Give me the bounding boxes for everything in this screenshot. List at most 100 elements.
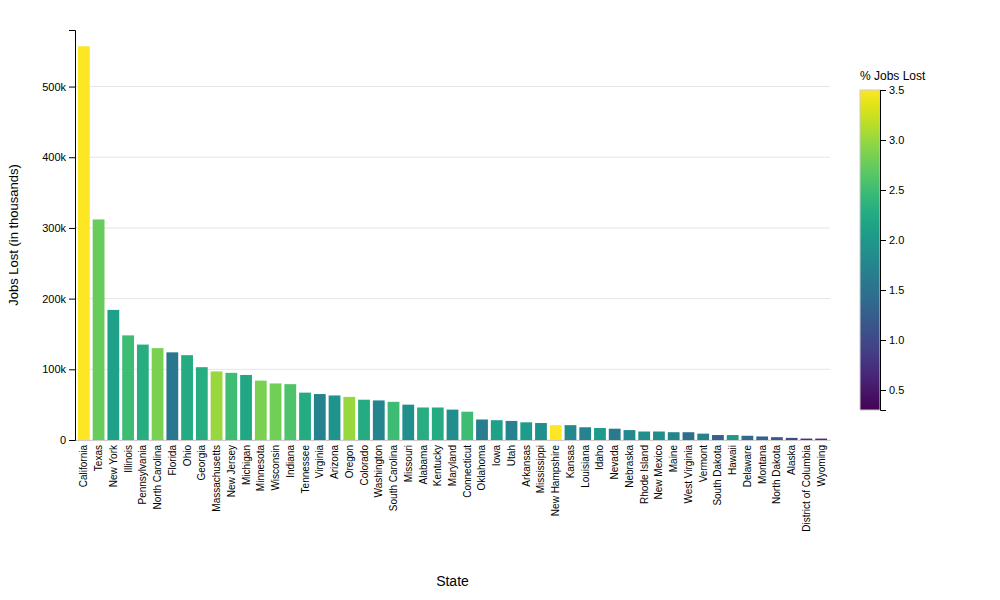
x-tick: Connecticut (462, 445, 473, 498)
bar (181, 355, 193, 440)
x-tick: Iowa (491, 445, 502, 467)
x-tick: Maryland (447, 445, 458, 486)
x-tick-label: Louisiana (580, 445, 591, 488)
x-tick-label: Florida (167, 445, 178, 476)
bar (255, 381, 267, 440)
y-tick-mark (69, 157, 75, 158)
x-axis: CaliforniaTexasNew YorkIllinoisPennsylva… (76, 441, 831, 532)
x-tick-label: Kansas (565, 445, 576, 478)
bar (712, 435, 724, 440)
x-tick-label: Montana (757, 445, 768, 484)
x-tick-label: South Dakota (712, 445, 723, 506)
bar (491, 420, 503, 440)
x-tick-label: Nevada (609, 445, 620, 480)
bar (358, 400, 370, 440)
x-tick-label: North Carolina (152, 445, 163, 510)
x-tick-label: Indiana (285, 445, 296, 478)
x-tick: Maine (668, 445, 679, 473)
x-tick-label: Utah (506, 445, 517, 466)
bar (771, 437, 783, 440)
colorbar-tick-label: 2.0 (889, 234, 904, 246)
x-tick-label: South Carolina (388, 445, 399, 512)
y-tick: 300k (42, 222, 75, 234)
bar (609, 429, 621, 440)
x-tick: West Virginia (683, 445, 694, 504)
colorbar-tick-label: 1.5 (889, 284, 904, 296)
x-tick: Delaware (742, 445, 753, 488)
x-tick-label: New Hampshire (550, 445, 561, 517)
x-tick: New Hampshire (550, 445, 561, 517)
bar (211, 371, 223, 440)
bar (329, 395, 341, 440)
y-tick-mark (69, 228, 75, 229)
y-tick-label: 0 (60, 434, 66, 446)
y-tick: 100k (42, 363, 75, 375)
bars (78, 46, 827, 440)
chart: CaliforniaTexasNew YorkIllinoisPennsylva… (0, 0, 1000, 600)
x-tick-label: New York (108, 444, 119, 487)
x-tick-label: Minnesota (255, 445, 266, 492)
colorbar-tick-mark (880, 140, 886, 141)
colorbar-tick: 3.0 (880, 134, 904, 146)
x-tick: Vermont (698, 445, 709, 482)
x-tick-label: Arkansas (521, 445, 532, 487)
x-tick: Indiana (285, 445, 296, 478)
colorbar-tick: 0.5 (880, 384, 904, 396)
y-tick: 500k (42, 81, 75, 93)
x-tick-label: Texas (93, 445, 104, 471)
x-tick: Virginia (314, 445, 325, 479)
x-tick: Montana (757, 445, 768, 484)
bar (240, 375, 252, 440)
bar (343, 397, 355, 440)
x-tick: Missouri (403, 445, 414, 482)
bar (107, 310, 119, 440)
bar (196, 367, 208, 440)
bar (373, 400, 385, 440)
x-tick-label: West Virginia (683, 445, 694, 504)
axis-line (76, 440, 831, 441)
bar (476, 420, 488, 441)
bar (93, 219, 105, 440)
x-tick: Ohio (182, 445, 193, 467)
bar (786, 438, 798, 440)
grid-line (75, 86, 830, 87)
colorbar-tick-mark (880, 190, 886, 191)
x-tick-label: Michigan (241, 445, 252, 485)
colorbar-tick: 2.0 (880, 234, 904, 246)
x-tick-label: Alaska (786, 445, 797, 475)
x-tick: Rhode Island (639, 445, 650, 504)
y-axis-title: Jobs Lost (in thousands) (6, 164, 21, 306)
x-tick: Minnesota (255, 445, 266, 492)
bar (565, 425, 577, 440)
x-tick: North Dakota (771, 445, 782, 504)
x-tick-label: Massachusetts (211, 445, 222, 512)
x-tick: Florida (167, 445, 178, 476)
x-tick: Nevada (609, 445, 620, 480)
x-tick: New York (108, 444, 119, 487)
axis-line (881, 91, 887, 411)
x-tick: Mississippi (535, 445, 546, 493)
colorbar-tick-label: 3.0 (889, 134, 904, 146)
x-tick-label: Idaho (594, 445, 605, 470)
y-tick-mark (69, 369, 75, 370)
x-tick: Georgia (196, 445, 207, 481)
bar (653, 432, 665, 440)
axis-line (69, 31, 76, 441)
bar (314, 394, 326, 440)
x-tick-label: Mississippi (535, 445, 546, 493)
x-tick-label: Kentucky (432, 445, 443, 486)
x-tick-label: Illinois (123, 445, 134, 473)
x-tick-label: District of Columbia (801, 445, 812, 532)
x-axis-title: State (436, 573, 469, 589)
colorbar-tick-mark (880, 340, 886, 341)
bar (683, 432, 695, 440)
x-tick: Arizona (329, 445, 340, 479)
x-tick: Hawaii (727, 445, 738, 475)
x-tick: Oklahoma (476, 445, 487, 491)
colorbar-tick-label: 2.5 (889, 184, 904, 196)
bar (756, 436, 768, 440)
colorbar-tick: 3.5 (880, 84, 904, 96)
x-tick: Alaska (786, 445, 797, 475)
x-tick-label: Missouri (403, 445, 414, 482)
colorbar-tick: 1.5 (880, 284, 904, 296)
